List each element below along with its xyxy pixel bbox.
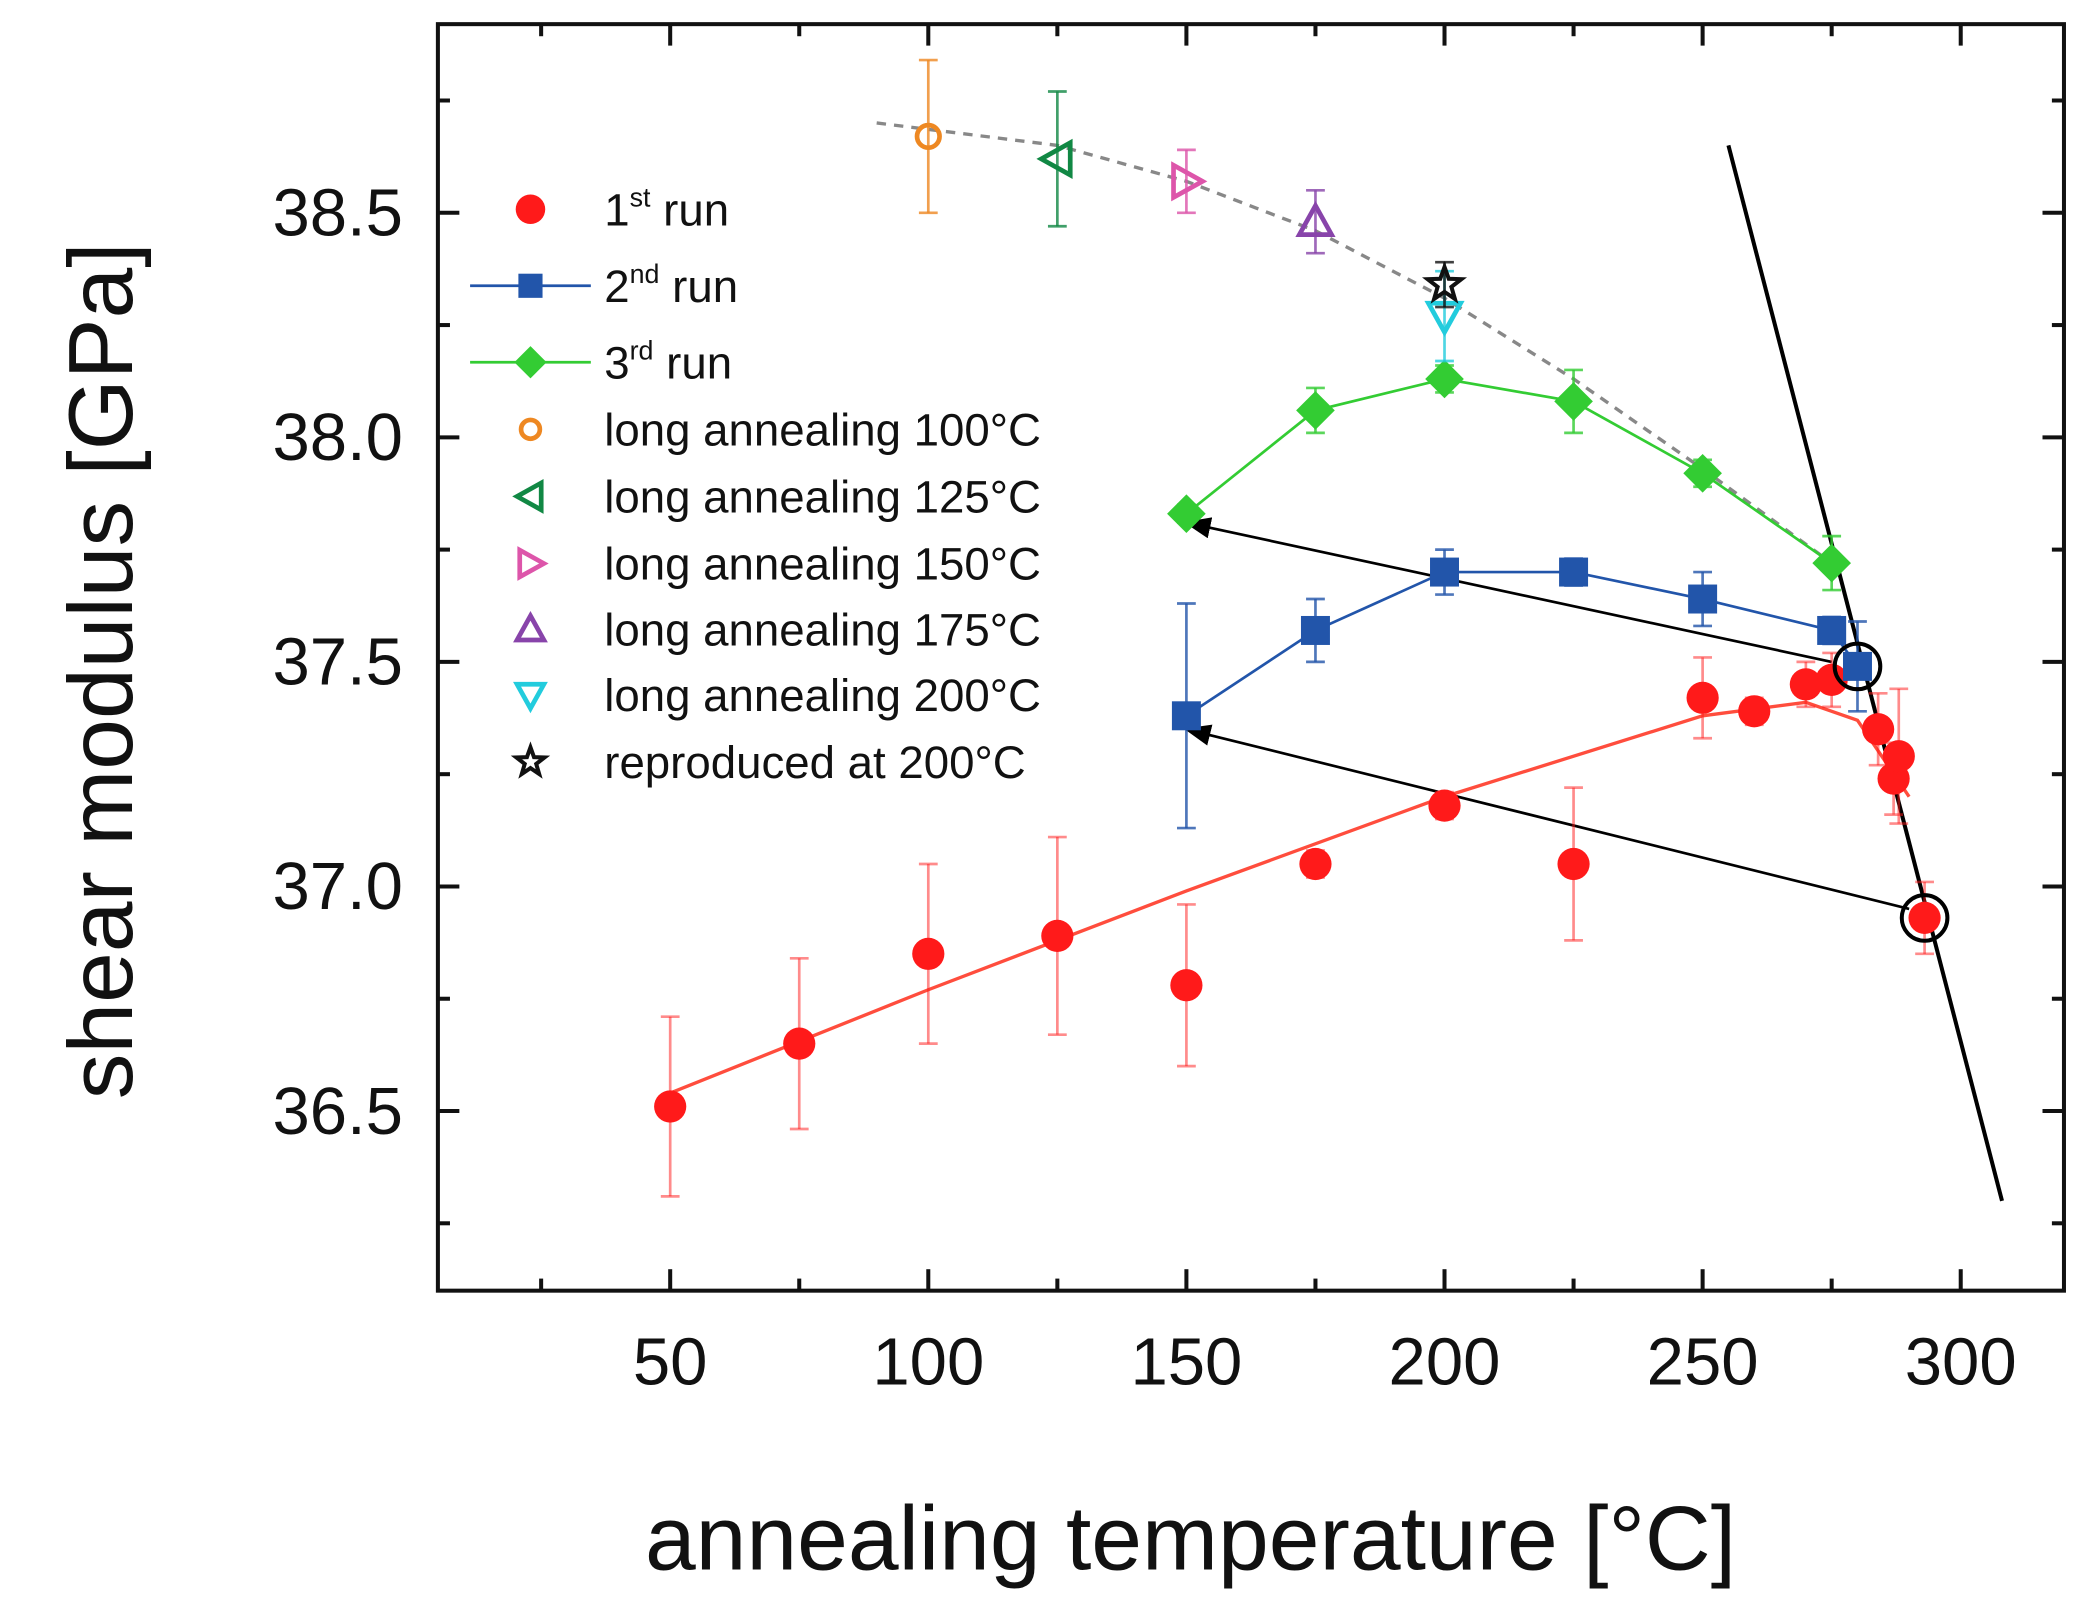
data-point (1299, 847, 1332, 881)
data-point (1789, 668, 1822, 701)
data-point (1428, 789, 1461, 822)
series-line (1185, 377, 1833, 565)
legend-label: long annealing 100°C (604, 404, 1041, 455)
series-3rd-run (1167, 359, 1851, 592)
legend-label: long annealing 200°C (604, 670, 1041, 721)
data-point (1554, 382, 1593, 421)
legend-item: long annealing 150°C (517, 539, 1041, 590)
highlight-circle (1832, 641, 1883, 692)
data-point (1812, 543, 1851, 583)
x-tick-label: 200 (1389, 1325, 1501, 1400)
data-point (1882, 740, 1915, 773)
data-point (1171, 161, 1208, 202)
y-axis-label: shear modulus [GPa] (50, 242, 152, 1099)
data-point (1842, 651, 1872, 681)
data-point (914, 122, 942, 151)
legend-label: 3rd run (604, 336, 732, 389)
legend-label: reproduced at 200°C (604, 737, 1025, 788)
data-point (1559, 557, 1589, 587)
data-point (1686, 681, 1719, 714)
data-point (1041, 919, 1074, 952)
data-point (1817, 615, 1847, 645)
1st-run-fit (669, 700, 1911, 1095)
plot-frame (435, 22, 2066, 1293)
legend-marker (517, 546, 549, 581)
highlight-circle (1899, 893, 1950, 943)
y-tick-label: 37.5 (272, 625, 403, 700)
legend-label: long annealing 175°C (604, 604, 1041, 655)
y-tick-label: 38.0 (272, 400, 403, 475)
legend-item: long annealing 125°C (512, 472, 1041, 523)
data-point (1300, 615, 1330, 645)
y-tick-label: 36.5 (272, 1074, 403, 1149)
data-point (783, 1027, 816, 1060)
series-reproduced-at-200-c (1422, 260, 1468, 309)
legend-marker (513, 681, 548, 714)
x-axis-label: annealing temperature [°C] (645, 1488, 1736, 1590)
series-long-annealing-150-c (1171, 148, 1208, 215)
data-point (1036, 138, 1073, 179)
data-point (1422, 260, 1468, 304)
data-point (1425, 359, 1464, 399)
x-tick-label: 300 (1905, 1325, 2017, 1400)
data-point (1167, 494, 1206, 534)
legend-item: reproduced at 200°C (510, 737, 1026, 788)
legend-marker (515, 194, 546, 225)
legend-marker (518, 273, 543, 298)
legend-marker (512, 479, 544, 514)
series-long-annealing-100-c (914, 58, 942, 215)
legend: 1st run 2nd run 3rd run long annealing 100°… (470, 183, 1041, 788)
data-point (912, 937, 945, 970)
data-point (1688, 584, 1718, 614)
x-tick-label: 250 (1647, 1325, 1759, 1400)
series-line (1185, 570, 1859, 717)
legend-marker (513, 610, 548, 643)
legend-item: long annealing 175°C (513, 604, 1041, 655)
data-point (1430, 557, 1460, 587)
data-point (1295, 200, 1336, 237)
arrow (1183, 517, 1832, 664)
series-1st-run (654, 651, 1941, 1198)
x-tick-label: 150 (1130, 1325, 1242, 1400)
y-tick-label: 37.0 (272, 849, 403, 924)
data-point (654, 1090, 687, 1123)
legend-marker (514, 346, 547, 379)
x-tick-label: 100 (872, 1325, 984, 1400)
data-point (1862, 713, 1895, 746)
data-point (1683, 453, 1722, 493)
arrow (1183, 724, 1910, 911)
legend-marker (518, 417, 543, 442)
series-long-annealing-125-c (1036, 90, 1073, 228)
legend-label: long annealing 125°C (604, 472, 1041, 523)
legend-marker (510, 741, 551, 779)
legend-label: 2nd run (604, 259, 738, 312)
data-point (1170, 969, 1203, 1002)
legend-label: long annealing 150°C (604, 539, 1041, 590)
legend-item: 1st run (515, 183, 729, 236)
data-point (1815, 663, 1848, 696)
legend-item: long annealing 100°C (518, 404, 1041, 455)
series-2nd-run (1171, 548, 1872, 830)
legend-item: 2nd run (470, 259, 738, 312)
data-point (1296, 391, 1335, 430)
x-tick-label: 50 (633, 1325, 708, 1400)
data-point (1738, 695, 1771, 728)
legend-item: long annealing 200°C (513, 670, 1041, 721)
series-long-annealing-175-c (1295, 188, 1336, 255)
data-point (1557, 847, 1590, 881)
long-annealing-fit (876, 121, 1833, 565)
legend-label: 1st run (604, 183, 729, 236)
legend-item: 3rd run (470, 336, 732, 389)
data-point (1908, 901, 1941, 934)
y-tick-label: 38.5 (272, 176, 403, 251)
data-point (1171, 701, 1201, 731)
